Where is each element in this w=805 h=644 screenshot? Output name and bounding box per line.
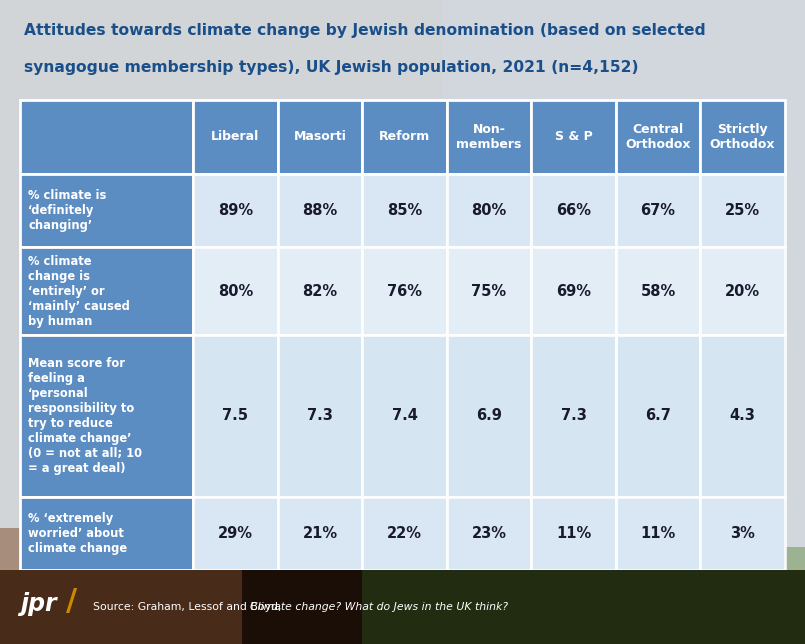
Bar: [700, 247, 785, 336]
Text: Non-
members: Non- members: [456, 123, 522, 151]
Bar: [700, 497, 785, 570]
Bar: [20, 100, 193, 174]
Bar: [616, 247, 700, 336]
Bar: [362, 247, 447, 336]
Bar: [278, 497, 362, 570]
Bar: [447, 174, 531, 247]
Text: 6.9: 6.9: [476, 408, 502, 423]
Bar: [700, 174, 785, 247]
Text: % climate
change is
‘entirely’ or
‘mainly’ caused
by human: % climate change is ‘entirely’ or ‘mainl…: [28, 255, 130, 328]
Bar: [362, 174, 447, 247]
Bar: [20, 174, 193, 247]
Bar: [402, 547, 805, 644]
Text: S & P: S & P: [555, 130, 592, 144]
Bar: [0, 570, 805, 644]
Bar: [0, 570, 242, 644]
Text: 82%: 82%: [303, 284, 337, 299]
Bar: [616, 100, 700, 174]
Text: Source: Graham, Lessof and Boyd,: Source: Graham, Lessof and Boyd,: [93, 602, 285, 612]
Text: 7.4: 7.4: [391, 408, 418, 423]
Bar: [362, 100, 447, 174]
Text: Mean score for
feeling a
‘personal
responsibility to
try to reduce
climate chang: Mean score for feeling a ‘personal respo…: [28, 357, 142, 475]
Bar: [0, 0, 805, 567]
Bar: [616, 497, 700, 570]
Bar: [700, 100, 785, 174]
Text: 69%: 69%: [556, 284, 591, 299]
Bar: [447, 497, 531, 570]
Text: % ‘extremely
worried’ about
climate change: % ‘extremely worried’ about climate chan…: [28, 512, 127, 554]
Text: 3%: 3%: [730, 526, 755, 541]
Text: 80%: 80%: [218, 284, 253, 299]
Text: 11%: 11%: [641, 526, 675, 541]
Text: 76%: 76%: [387, 284, 422, 299]
Text: Liberal: Liberal: [212, 130, 259, 144]
Bar: [20, 100, 785, 570]
Text: 7.5: 7.5: [222, 408, 249, 423]
Bar: [362, 336, 447, 497]
Text: 89%: 89%: [218, 203, 253, 218]
Text: 4.3: 4.3: [729, 408, 756, 423]
Bar: [616, 174, 700, 247]
Text: 22%: 22%: [387, 526, 422, 541]
Bar: [531, 247, 616, 336]
Text: 21%: 21%: [303, 526, 337, 541]
Text: 67%: 67%: [641, 203, 675, 218]
Text: 25%: 25%: [725, 203, 760, 218]
Text: 11%: 11%: [556, 526, 591, 541]
Bar: [531, 174, 616, 247]
Bar: [362, 570, 805, 644]
Text: Masorti: Masorti: [294, 130, 346, 144]
Bar: [447, 100, 531, 174]
Text: 66%: 66%: [556, 203, 591, 218]
Text: /: /: [66, 587, 77, 616]
Bar: [531, 336, 616, 497]
Text: 75%: 75%: [472, 284, 506, 299]
Text: 23%: 23%: [472, 526, 506, 541]
Bar: [20, 247, 193, 336]
Text: 80%: 80%: [472, 203, 506, 218]
Bar: [700, 336, 785, 497]
Bar: [443, 0, 805, 567]
Bar: [447, 336, 531, 497]
Text: jpr: jpr: [20, 592, 56, 616]
Bar: [193, 336, 278, 497]
Bar: [531, 100, 616, 174]
Text: 29%: 29%: [218, 526, 253, 541]
Text: 7.3: 7.3: [560, 408, 587, 423]
Text: 58%: 58%: [641, 284, 675, 299]
Text: 20%: 20%: [725, 284, 760, 299]
Text: Strictly
Orthodox: Strictly Orthodox: [710, 123, 775, 151]
Text: Climate change? What do Jews in the UK think?: Climate change? What do Jews in the UK t…: [250, 602, 507, 612]
Text: 88%: 88%: [303, 203, 337, 218]
Bar: [278, 100, 362, 174]
Text: Central
Orthodox: Central Orthodox: [625, 123, 691, 151]
Text: 7.3: 7.3: [307, 408, 333, 423]
Bar: [193, 497, 278, 570]
Bar: [20, 497, 193, 570]
Bar: [362, 497, 447, 570]
Bar: [193, 100, 278, 174]
Bar: [278, 174, 362, 247]
Bar: [0, 528, 322, 644]
Bar: [278, 336, 362, 497]
Bar: [193, 174, 278, 247]
Text: Reform: Reform: [379, 130, 430, 144]
Text: Attitudes towards climate change by Jewish denomination (based on selected: Attitudes towards climate change by Jewi…: [24, 23, 706, 37]
Bar: [531, 497, 616, 570]
Text: 85%: 85%: [387, 203, 422, 218]
Text: 6.7: 6.7: [645, 408, 671, 423]
Bar: [616, 336, 700, 497]
Bar: [193, 247, 278, 336]
Bar: [20, 336, 193, 497]
Text: % climate is
‘definitely
changing’: % climate is ‘definitely changing’: [28, 189, 106, 232]
Text: synagogue membership types), UK Jewish population, 2021 (n=4,152): synagogue membership types), UK Jewish p…: [24, 60, 639, 75]
Bar: [278, 247, 362, 336]
Bar: [447, 247, 531, 336]
